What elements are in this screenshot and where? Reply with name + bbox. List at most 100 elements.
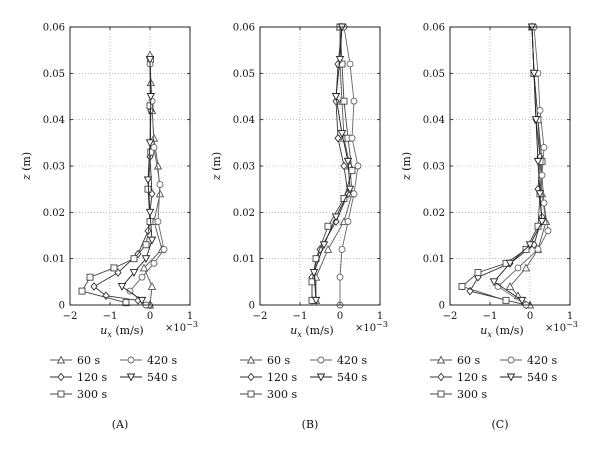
data-point bbox=[150, 259, 158, 267]
data-point bbox=[122, 299, 130, 307]
data-point bbox=[143, 176, 153, 185]
y-tick-label: 0.03 bbox=[423, 162, 445, 173]
x-tick-label: 1 bbox=[567, 311, 573, 322]
data-point bbox=[340, 161, 348, 171]
data-point bbox=[531, 116, 541, 125]
legend-marker bbox=[247, 390, 255, 398]
x-scale-note: ×10−3 bbox=[355, 320, 388, 334]
data-point bbox=[338, 245, 346, 253]
data-point bbox=[505, 259, 515, 268]
data-point bbox=[324, 222, 332, 230]
y-tick-label: 0.03 bbox=[43, 162, 65, 173]
data-point bbox=[319, 241, 329, 250]
data-point bbox=[160, 245, 168, 253]
x-axis-label: ux (m/s) bbox=[480, 324, 523, 339]
data-point bbox=[544, 227, 552, 235]
panel-label: (A) bbox=[112, 418, 129, 431]
legend-label: 120 s bbox=[457, 371, 487, 384]
x-tick-label: −1 bbox=[483, 311, 498, 322]
x-tick-label: −2 bbox=[253, 311, 268, 322]
series-line bbox=[493, 26, 543, 301]
legend-marker bbox=[126, 373, 136, 382]
data-point bbox=[505, 282, 515, 290]
legend-label: 60 s bbox=[77, 354, 100, 367]
x-tick-label: 0 bbox=[527, 311, 533, 322]
data-point bbox=[147, 282, 157, 290]
legend: 60 s 420 s 120 s 540 s 300 s bbox=[430, 354, 557, 401]
y-tick-label: 0.01 bbox=[233, 254, 255, 265]
legend-entry: 300 s bbox=[50, 388, 107, 401]
x-tick-label: 0 bbox=[147, 311, 153, 322]
data-point bbox=[78, 287, 86, 295]
legend-marker bbox=[316, 373, 326, 382]
data-point bbox=[344, 218, 352, 226]
data-point bbox=[137, 296, 147, 305]
data-point bbox=[350, 97, 358, 105]
data-point bbox=[311, 296, 321, 305]
data-point bbox=[110, 264, 118, 272]
y-tick-label: 0 bbox=[59, 301, 65, 312]
data-point bbox=[155, 189, 165, 198]
y-tick-label: 0.02 bbox=[423, 208, 445, 219]
data-point bbox=[536, 106, 544, 114]
y-tick-label: 0.03 bbox=[233, 162, 255, 173]
series-line bbox=[121, 59, 153, 301]
data-point bbox=[336, 273, 344, 281]
x-tick-label: 1 bbox=[187, 311, 193, 322]
data-point bbox=[90, 282, 98, 291]
data-point bbox=[141, 255, 151, 264]
y-axis-label: z (m) bbox=[400, 152, 413, 181]
y-tick-label: 0.01 bbox=[43, 254, 65, 265]
legend-entry: 540 s bbox=[310, 371, 367, 384]
data-point bbox=[340, 97, 348, 105]
legend-marker bbox=[57, 390, 65, 398]
legend-marker bbox=[247, 372, 255, 382]
x-tick-label: 1 bbox=[377, 311, 383, 322]
y-axis-label: z (m) bbox=[210, 152, 223, 181]
y-tick-label: 0.06 bbox=[423, 23, 445, 34]
data-point bbox=[517, 296, 527, 305]
data-point bbox=[117, 283, 127, 291]
data-point bbox=[537, 218, 547, 227]
data-point bbox=[129, 269, 139, 278]
data-point bbox=[338, 60, 346, 68]
x-scale-note: ×10−3 bbox=[545, 320, 578, 334]
legend-marker bbox=[437, 372, 445, 382]
y-tick-label: 0.06 bbox=[43, 23, 65, 34]
data-point bbox=[309, 269, 319, 278]
legend-marker bbox=[436, 355, 446, 364]
legend-marker bbox=[127, 356, 135, 364]
legend-label: 300 s bbox=[77, 388, 107, 401]
legend-label: 540 s bbox=[527, 371, 557, 384]
gridlines bbox=[259, 26, 381, 306]
x-scale-note: ×10−3 bbox=[165, 320, 198, 334]
legend-entry: 60 s bbox=[50, 354, 100, 367]
series-60s bbox=[139, 50, 167, 309]
legend-marker bbox=[56, 355, 66, 364]
data-point bbox=[156, 181, 164, 188]
legend: 60 s 420 s 120 s 540 s 300 s bbox=[240, 354, 367, 401]
legend-entry: 60 s bbox=[430, 354, 480, 367]
y-tick-label: 0.06 bbox=[233, 23, 255, 34]
data-point bbox=[514, 264, 522, 272]
chart-panel-3: −2 −1 0 1 0 0.01 0.02 0.03 0.04 0.05 0.06 ×10−3 ux (… bbox=[400, 23, 578, 432]
gridlines bbox=[69, 26, 191, 306]
data-point bbox=[146, 218, 154, 226]
data-point bbox=[147, 236, 157, 245]
legend-label: 300 s bbox=[457, 388, 487, 401]
y-tick-label: 0.05 bbox=[423, 69, 445, 80]
x-axis-label: ux (m/s) bbox=[100, 324, 143, 339]
series-line bbox=[311, 26, 349, 301]
series-300s bbox=[458, 23, 546, 304]
y-tick-label: 0.01 bbox=[423, 254, 445, 265]
legend-marker bbox=[57, 372, 65, 382]
legend-entry: 300 s bbox=[240, 388, 297, 401]
data-point bbox=[323, 244, 333, 253]
x-tick-label: −2 bbox=[443, 311, 458, 322]
legend: 60 s 420 s 120 s 540 s 300 s bbox=[50, 354, 177, 401]
data-point bbox=[138, 273, 146, 281]
data-point bbox=[337, 130, 347, 139]
data-point bbox=[533, 157, 543, 166]
y-tick-label: 0 bbox=[439, 301, 445, 312]
series-540s bbox=[117, 55, 157, 305]
